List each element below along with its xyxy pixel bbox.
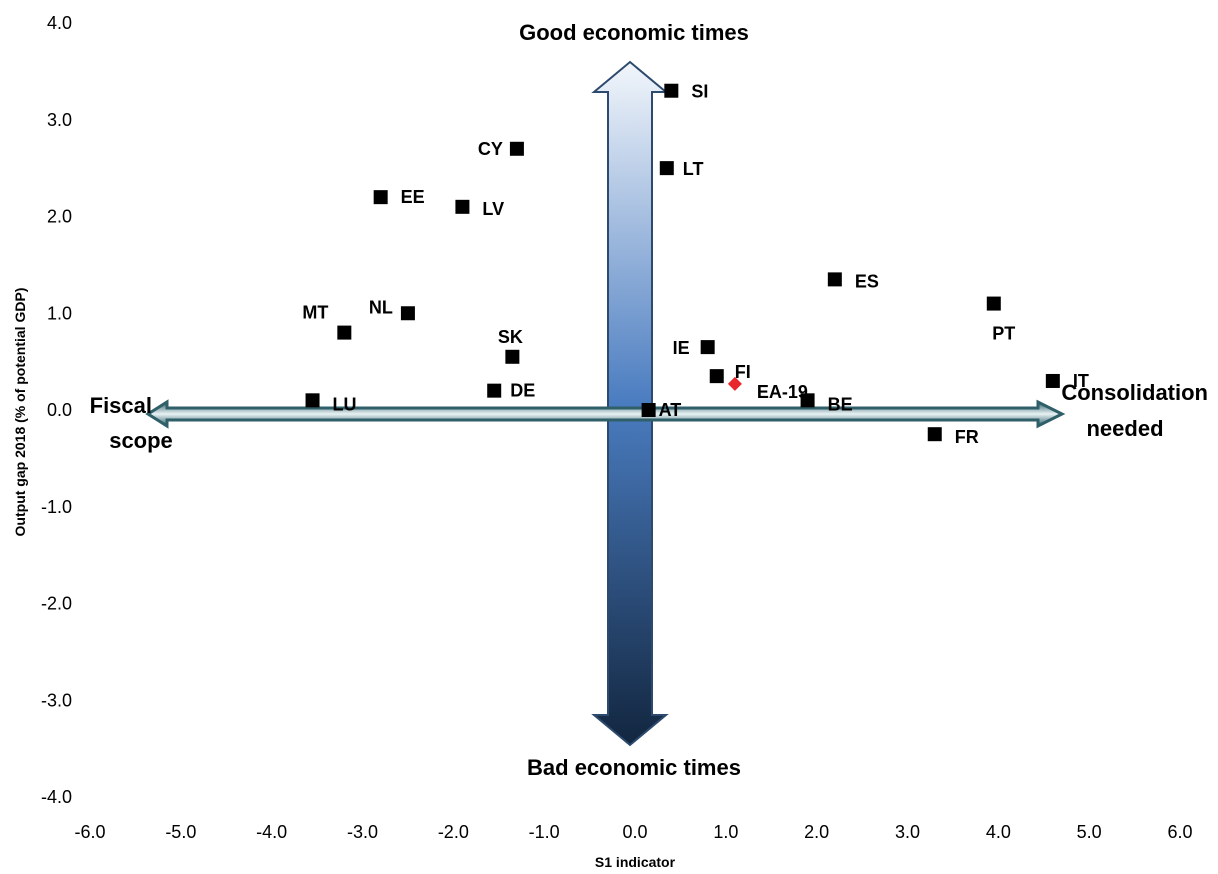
x-axis-title: S1 indicator bbox=[595, 854, 676, 870]
data-point-ea-19 bbox=[727, 376, 742, 391]
y-tick-label: 0.0 bbox=[47, 400, 72, 420]
point-label-mt: MT bbox=[302, 303, 328, 323]
point-label-sk: SK bbox=[498, 327, 523, 347]
y-tick-label: -1.0 bbox=[41, 497, 72, 517]
y-tick-label: 1.0 bbox=[47, 303, 72, 323]
point-label-ie: IE bbox=[673, 338, 690, 358]
quadrant-label-top: Good economic times bbox=[519, 20, 749, 45]
x-tick-label: -2.0 bbox=[438, 822, 469, 842]
point-label-ee: EE bbox=[401, 187, 425, 207]
horizontal-arrow bbox=[145, 399, 1066, 429]
x-tick-label: -4.0 bbox=[256, 822, 287, 842]
data-point-fi bbox=[709, 369, 724, 384]
x-axis-ticks: -6.0 -5.0 -4.0 -3.0 -2.0 -1.0 0.0 1.0 2.0 3.0 4.0 5… bbox=[74, 822, 1192, 842]
vertical-arrow bbox=[591, 60, 669, 747]
point-label-de: DE bbox=[510, 381, 535, 401]
x-tick-label: 0.0 bbox=[622, 822, 647, 842]
x-tick-label: -3.0 bbox=[347, 822, 378, 842]
data-point-it bbox=[1045, 373, 1060, 388]
y-axis-ticks: -4.0 -3.0 -2.0 -1.0 0.0 1.0 2.0 3.0 4.0 bbox=[41, 13, 72, 807]
data-point-si bbox=[664, 83, 679, 98]
x-tick-label: 2.0 bbox=[804, 822, 829, 842]
data-point-lt bbox=[659, 161, 674, 176]
point-label-si: SI bbox=[691, 82, 708, 102]
x-tick-label: 6.0 bbox=[1167, 822, 1192, 842]
data-point-be bbox=[800, 393, 815, 408]
point-label-es: ES bbox=[855, 271, 879, 291]
data-point-lv bbox=[455, 199, 470, 214]
x-tick-label: -6.0 bbox=[74, 822, 105, 842]
x-tick-label: 1.0 bbox=[713, 822, 738, 842]
data-point-lu bbox=[305, 393, 320, 408]
quadrant-label-bottom: Bad economic times bbox=[527, 755, 741, 780]
data-point-at bbox=[641, 403, 656, 417]
point-label-at: AT bbox=[659, 400, 682, 420]
data-point-pt bbox=[986, 296, 1001, 311]
y-tick-label: -4.0 bbox=[41, 787, 72, 807]
quadrant-label-right-line2: needed bbox=[1086, 416, 1163, 441]
x-tick-label: -5.0 bbox=[165, 822, 196, 842]
quadrant-label-left-line1: Fiscal bbox=[90, 393, 152, 418]
data-point-es bbox=[827, 272, 842, 287]
data-point-nl bbox=[400, 306, 415, 321]
point-label-lt: LT bbox=[683, 159, 704, 179]
data-point-labels: SI CY LT EE LV ES PT NL MT IE SK FI EA-19 IT DE LU BE AT F… bbox=[302, 82, 1089, 447]
data-point-ie bbox=[700, 340, 715, 355]
x-tick-label: 3.0 bbox=[895, 822, 920, 842]
point-label-lv: LV bbox=[482, 199, 504, 219]
point-label-nl: NL bbox=[369, 297, 393, 317]
y-axis-title: Output gap 2018 (% of potential GDP) bbox=[12, 288, 28, 537]
x-tick-label: 4.0 bbox=[986, 822, 1011, 842]
data-point-fr bbox=[927, 427, 942, 442]
y-tick-label: 3.0 bbox=[47, 110, 72, 130]
data-point-ee bbox=[373, 190, 388, 205]
point-label-lu: LU bbox=[333, 394, 357, 414]
data-point-cy bbox=[509, 141, 524, 156]
point-label-fi: FI bbox=[735, 362, 751, 382]
point-label-ea-19: EA-19 bbox=[757, 382, 808, 402]
y-tick-label: 4.0 bbox=[47, 13, 72, 33]
point-label-fr: FR bbox=[955, 427, 979, 447]
y-tick-label: 2.0 bbox=[47, 207, 72, 227]
x-tick-label: -1.0 bbox=[529, 822, 560, 842]
data-points bbox=[305, 83, 1060, 442]
data-point-mt bbox=[337, 325, 352, 340]
y-tick-label: -2.0 bbox=[41, 594, 72, 614]
point-label-cy: CY bbox=[478, 139, 503, 159]
point-label-it: IT bbox=[1073, 371, 1089, 391]
data-point-sk bbox=[505, 349, 520, 364]
x-tick-label: 5.0 bbox=[1077, 822, 1102, 842]
data-point-de bbox=[487, 383, 502, 398]
point-label-pt: PT bbox=[992, 324, 1015, 344]
quadrant-label-right-line1: Consolidation bbox=[1061, 380, 1208, 405]
point-label-be: BE bbox=[828, 394, 853, 414]
quadrant-label-left-line2: scope bbox=[109, 428, 173, 453]
y-tick-label: -3.0 bbox=[41, 690, 72, 710]
